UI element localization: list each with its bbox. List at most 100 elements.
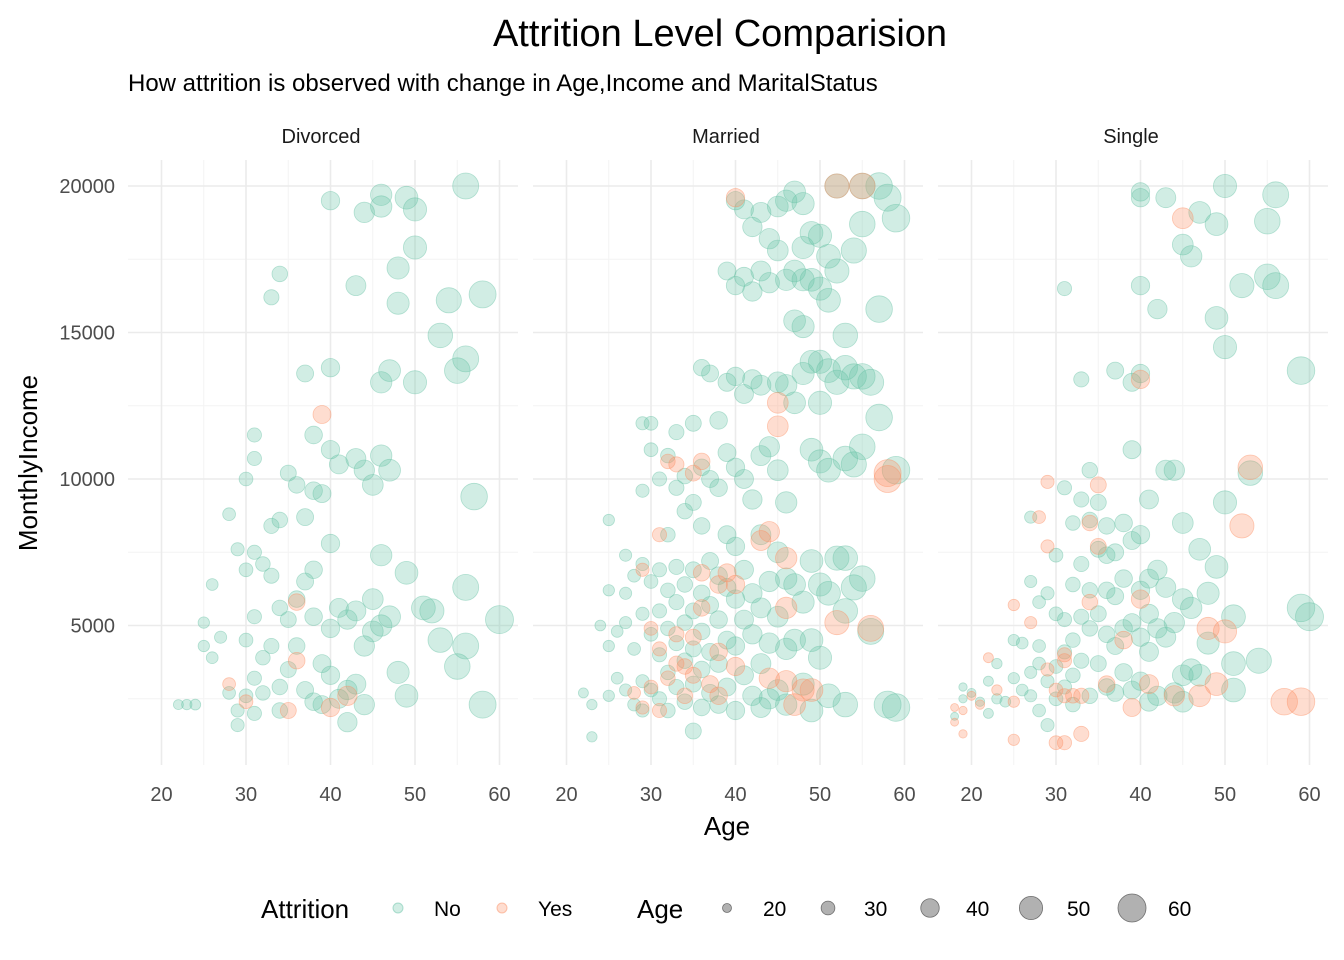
point-attrition-no bbox=[808, 276, 833, 301]
point-attrition-no bbox=[1089, 540, 1107, 558]
point-attrition-no bbox=[660, 527, 676, 543]
point-attrition-yes bbox=[950, 703, 959, 712]
x-tick-label: 20 bbox=[960, 784, 982, 806]
point-attrition-yes bbox=[1073, 725, 1090, 742]
point-attrition-no bbox=[1073, 652, 1090, 669]
point-attrition-no bbox=[676, 467, 694, 485]
point-attrition-no bbox=[1130, 627, 1151, 647]
point-attrition-no bbox=[791, 590, 815, 614]
point-attrition-no bbox=[1262, 181, 1290, 209]
chart-subtitle: How attrition is observed with change in… bbox=[128, 70, 878, 97]
point-attrition-no bbox=[214, 630, 228, 644]
point-attrition-no bbox=[1155, 626, 1177, 648]
point-attrition-no bbox=[1130, 275, 1151, 296]
point-attrition-no bbox=[684, 561, 702, 579]
point-attrition-no bbox=[279, 464, 297, 482]
point-attrition-no bbox=[1114, 619, 1133, 638]
point-attrition-no bbox=[586, 698, 598, 711]
point-attrition-no bbox=[1024, 665, 1038, 679]
point-attrition-no bbox=[1122, 372, 1142, 392]
point-attrition-yes bbox=[222, 677, 236, 691]
y-tick-label: 15000 bbox=[59, 323, 115, 345]
facet-label: Single bbox=[1103, 126, 1159, 148]
point-attrition-no bbox=[791, 235, 815, 259]
point-attrition-no bbox=[1114, 513, 1133, 533]
point-attrition-no bbox=[1097, 625, 1116, 644]
point-attrition-no bbox=[1081, 511, 1099, 529]
facet-label: Divorced bbox=[282, 126, 361, 148]
point-attrition-no bbox=[635, 606, 650, 621]
point-attrition-yes bbox=[966, 690, 977, 701]
point-attrition-no bbox=[386, 256, 410, 280]
point-attrition-no bbox=[353, 459, 375, 481]
point-attrition-yes bbox=[1172, 207, 1194, 230]
point-attrition-yes bbox=[652, 527, 668, 543]
legend-size-label: 40 bbox=[966, 898, 989, 921]
point-attrition-yes bbox=[635, 562, 650, 577]
point-attrition-no bbox=[701, 470, 719, 488]
point-attrition-no bbox=[386, 660, 410, 684]
point-attrition-no bbox=[808, 572, 833, 597]
point-attrition-yes bbox=[1122, 698, 1142, 717]
point-attrition-no bbox=[799, 349, 824, 374]
point-attrition-yes bbox=[824, 173, 850, 199]
point-attrition-no bbox=[758, 228, 780, 250]
point-attrition-no bbox=[734, 469, 754, 489]
point-attrition-no bbox=[734, 266, 754, 287]
point-attrition-no bbox=[766, 605, 789, 628]
point-attrition-yes bbox=[652, 703, 668, 719]
point-attrition-no bbox=[635, 416, 650, 431]
point-attrition-no bbox=[725, 700, 746, 721]
point-attrition-no bbox=[1139, 489, 1159, 510]
point-attrition-no bbox=[1262, 272, 1290, 300]
point-attrition-no bbox=[1188, 537, 1211, 561]
point-attrition-no bbox=[824, 258, 850, 284]
point-attrition-no bbox=[1295, 602, 1324, 632]
point-attrition-no bbox=[808, 349, 833, 374]
point-attrition-no bbox=[1254, 263, 1281, 291]
point-attrition-yes bbox=[668, 655, 685, 672]
point-attrition-no bbox=[832, 355, 859, 381]
point-attrition-no bbox=[816, 243, 841, 269]
point-attrition-no bbox=[701, 684, 719, 702]
point-attrition-no bbox=[1048, 547, 1064, 563]
point-attrition-no bbox=[586, 731, 598, 743]
point-attrition-no bbox=[958, 682, 968, 692]
point-attrition-no bbox=[766, 195, 789, 218]
point-attrition-no bbox=[386, 291, 410, 315]
point-attrition-no bbox=[345, 275, 367, 297]
point-attrition-no bbox=[238, 562, 254, 578]
point-attrition-no bbox=[304, 481, 323, 500]
point-attrition-no bbox=[791, 361, 815, 385]
point-attrition-no bbox=[312, 654, 332, 673]
point-attrition-no bbox=[799, 437, 824, 462]
point-attrition-no bbox=[652, 603, 668, 619]
point-attrition-no bbox=[452, 172, 480, 200]
point-attrition-no bbox=[1057, 281, 1073, 297]
point-attrition-no bbox=[783, 309, 806, 333]
point-attrition-no bbox=[758, 272, 780, 294]
point-attrition-yes bbox=[1040, 474, 1055, 489]
point-attrition-no bbox=[328, 454, 349, 475]
point-attrition-no bbox=[361, 620, 384, 643]
point-attrition-no bbox=[660, 664, 676, 681]
facet-married: Married 20 30 40 50 60 bbox=[533, 126, 923, 806]
point-attrition-no bbox=[808, 449, 833, 474]
point-attrition-no bbox=[402, 370, 427, 395]
point-attrition-no bbox=[1213, 490, 1238, 515]
point-attrition-no bbox=[427, 627, 454, 653]
point-attrition-yes bbox=[766, 415, 789, 438]
point-attrition-yes bbox=[1057, 735, 1073, 751]
point-attrition-no bbox=[808, 390, 833, 415]
point-attrition-no bbox=[983, 675, 994, 687]
point-attrition-no bbox=[1057, 644, 1073, 660]
point-attrition-no bbox=[865, 403, 893, 432]
point-attrition-no bbox=[832, 322, 859, 349]
point-attrition-no bbox=[610, 625, 624, 638]
point-attrition-no bbox=[394, 185, 419, 210]
point-attrition-no bbox=[296, 572, 315, 591]
point-attrition-no bbox=[320, 533, 341, 554]
point-attrition-no bbox=[849, 363, 876, 390]
point-attrition-no bbox=[452, 574, 480, 601]
point-attrition-no bbox=[1163, 682, 1185, 704]
